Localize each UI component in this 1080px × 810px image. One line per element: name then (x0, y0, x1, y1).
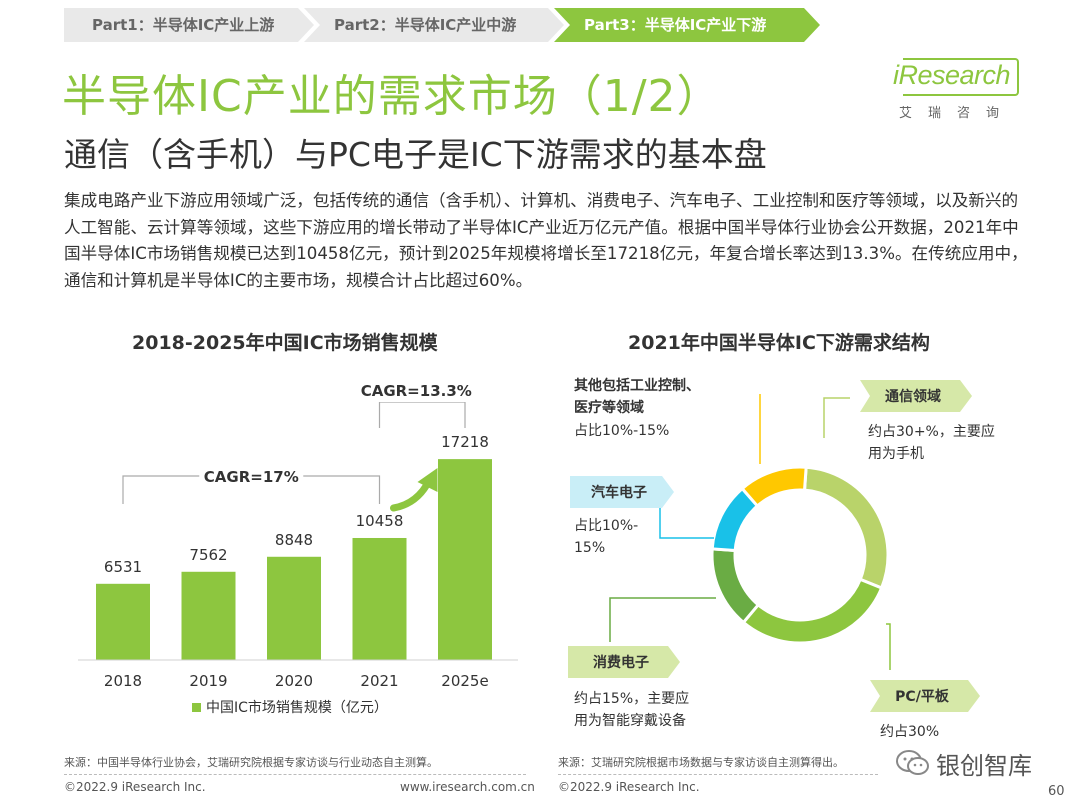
label-consumer-bg (568, 646, 680, 678)
wechat-icon (896, 750, 929, 775)
page-title: 半导体IC产业的需求市场（1/2） (62, 71, 722, 122)
donut-slice-4 (740, 465, 808, 509)
label-auto-bg (570, 476, 674, 508)
x-tick-label: 2018 (104, 672, 142, 690)
leader-pc (886, 623, 891, 670)
iresearch-logo: iResearch 艾瑞咨询 (893, 58, 1023, 122)
bar-chart-title: 2018-2025年中国IC市场销售规模 (132, 332, 438, 354)
label-pc: PC/平板 (895, 688, 950, 705)
bar-2018 (96, 583, 150, 660)
label-consumer: 消费电子 (593, 654, 649, 671)
copyright-left: ©2022.9 iResearch Inc. (64, 780, 206, 794)
cagr-bracket-2021-2025 (378, 401, 466, 428)
bar-value-label: 10458 (356, 512, 404, 530)
breadcrumb: Part1：半导体IC产业上游 Part2：半导体IC产业中游 Part3：半导… (64, 8, 824, 42)
x-tick-label: 2025e (441, 672, 488, 690)
breadcrumb-part1[interactable]: Part1：半导体IC产业上游 (64, 8, 314, 42)
intro-paragraph: 集成电路产业下游应用领域广泛，包括传统的通信（含手机）、计算机、消费电子、汽车电… (64, 191, 1028, 290)
logo-frame (903, 58, 1019, 96)
source-left: 来源：中国半导体行业协会，艾瑞研究院根据专家访谈与行业动态自主测算。 (64, 756, 438, 769)
bar-2025e (438, 459, 492, 660)
bar-value-label: 6531 (104, 558, 142, 576)
desc-pc: 约占30% (880, 724, 939, 740)
desc-auto: 占比10%- (574, 518, 638, 534)
growth-arrow-head (417, 467, 438, 492)
logo-subtitle: 艾瑞咨询 (899, 106, 1016, 121)
legend-label: 中国IC市场销售规模（亿元） (206, 699, 388, 716)
label-pc-bg (870, 680, 980, 712)
donut-slice-1 (741, 577, 884, 645)
donut-chart-title: 2021年中国半导体IC下游需求结构 (628, 332, 930, 354)
cagr-label-bg (366, 378, 479, 402)
label-telecom-bg (860, 380, 972, 412)
desc-consumer: 约占15%，主要应 (574, 690, 689, 707)
desc-telecom: 用为手机 (868, 446, 924, 462)
bar-2020 (267, 556, 321, 660)
desc-telecom: 约占30+%，主要应 (868, 423, 995, 440)
watermark-text: 银创智库 (936, 751, 1032, 780)
bar-chart: 6531 2018 7562 2019 8848 2020 10458 2021 17218 20… (78, 378, 518, 716)
bar-value-label: 8848 (275, 531, 313, 549)
desc-other: 占比10%-15% (574, 423, 669, 439)
x-tick-label: 2020 (275, 672, 313, 690)
bar-value-label: 17218 (441, 433, 489, 451)
breadcrumb-part2[interactable]: Part2：半导体IC产业中游 (304, 8, 564, 42)
cagr-label-bg (199, 464, 304, 488)
bar-value-label: 7562 (189, 546, 227, 564)
label-auto: 汽车电子 (591, 484, 647, 501)
label-telecom: 通信领域 (885, 388, 941, 405)
legend-swatch (192, 703, 201, 712)
cagr-label-2018-2021: CAGR=17% (204, 468, 299, 486)
donut-slice-2 (710, 547, 761, 625)
page-subtitle: 通信（含手机）与PC电子是IC下游需求的基本盘 (64, 135, 767, 174)
copyright-right: ©2022.9 iResearch Inc. (558, 780, 700, 794)
cagr-label-2021-2025: CAGR=13.3% (361, 382, 472, 400)
leader-telecom (823, 397, 850, 438)
x-tick-label: 2019 (189, 672, 227, 690)
leader-consumer (609, 597, 716, 642)
website-left[interactable]: www.iresearch.com.cn (400, 780, 535, 794)
x-tick-label: 2021 (360, 672, 398, 690)
breadcrumb-part3[interactable]: Part3：半导体IC产业下游 (554, 8, 820, 42)
bar-2019 (181, 571, 236, 660)
page-number: 60 (1048, 784, 1065, 799)
bar-2021 (352, 537, 407, 660)
source-right: 来源：艾瑞研究院根据市场数据与专家访谈自主测算得出。 (558, 756, 844, 769)
footer-divider-right (558, 774, 878, 775)
desc-consumer: 用为智能穿戴设备 (574, 712, 686, 729)
donut-slice-0 (802, 465, 890, 590)
desc-auto: 15% (574, 540, 605, 556)
label-other: 其他包括工业控制、 (574, 377, 700, 394)
footer-divider-left (64, 774, 526, 775)
label-other: 医疗等领域 (574, 399, 644, 416)
logo-brand: iResearch (893, 60, 1011, 90)
watermark: 银创智库 (896, 747, 1032, 780)
